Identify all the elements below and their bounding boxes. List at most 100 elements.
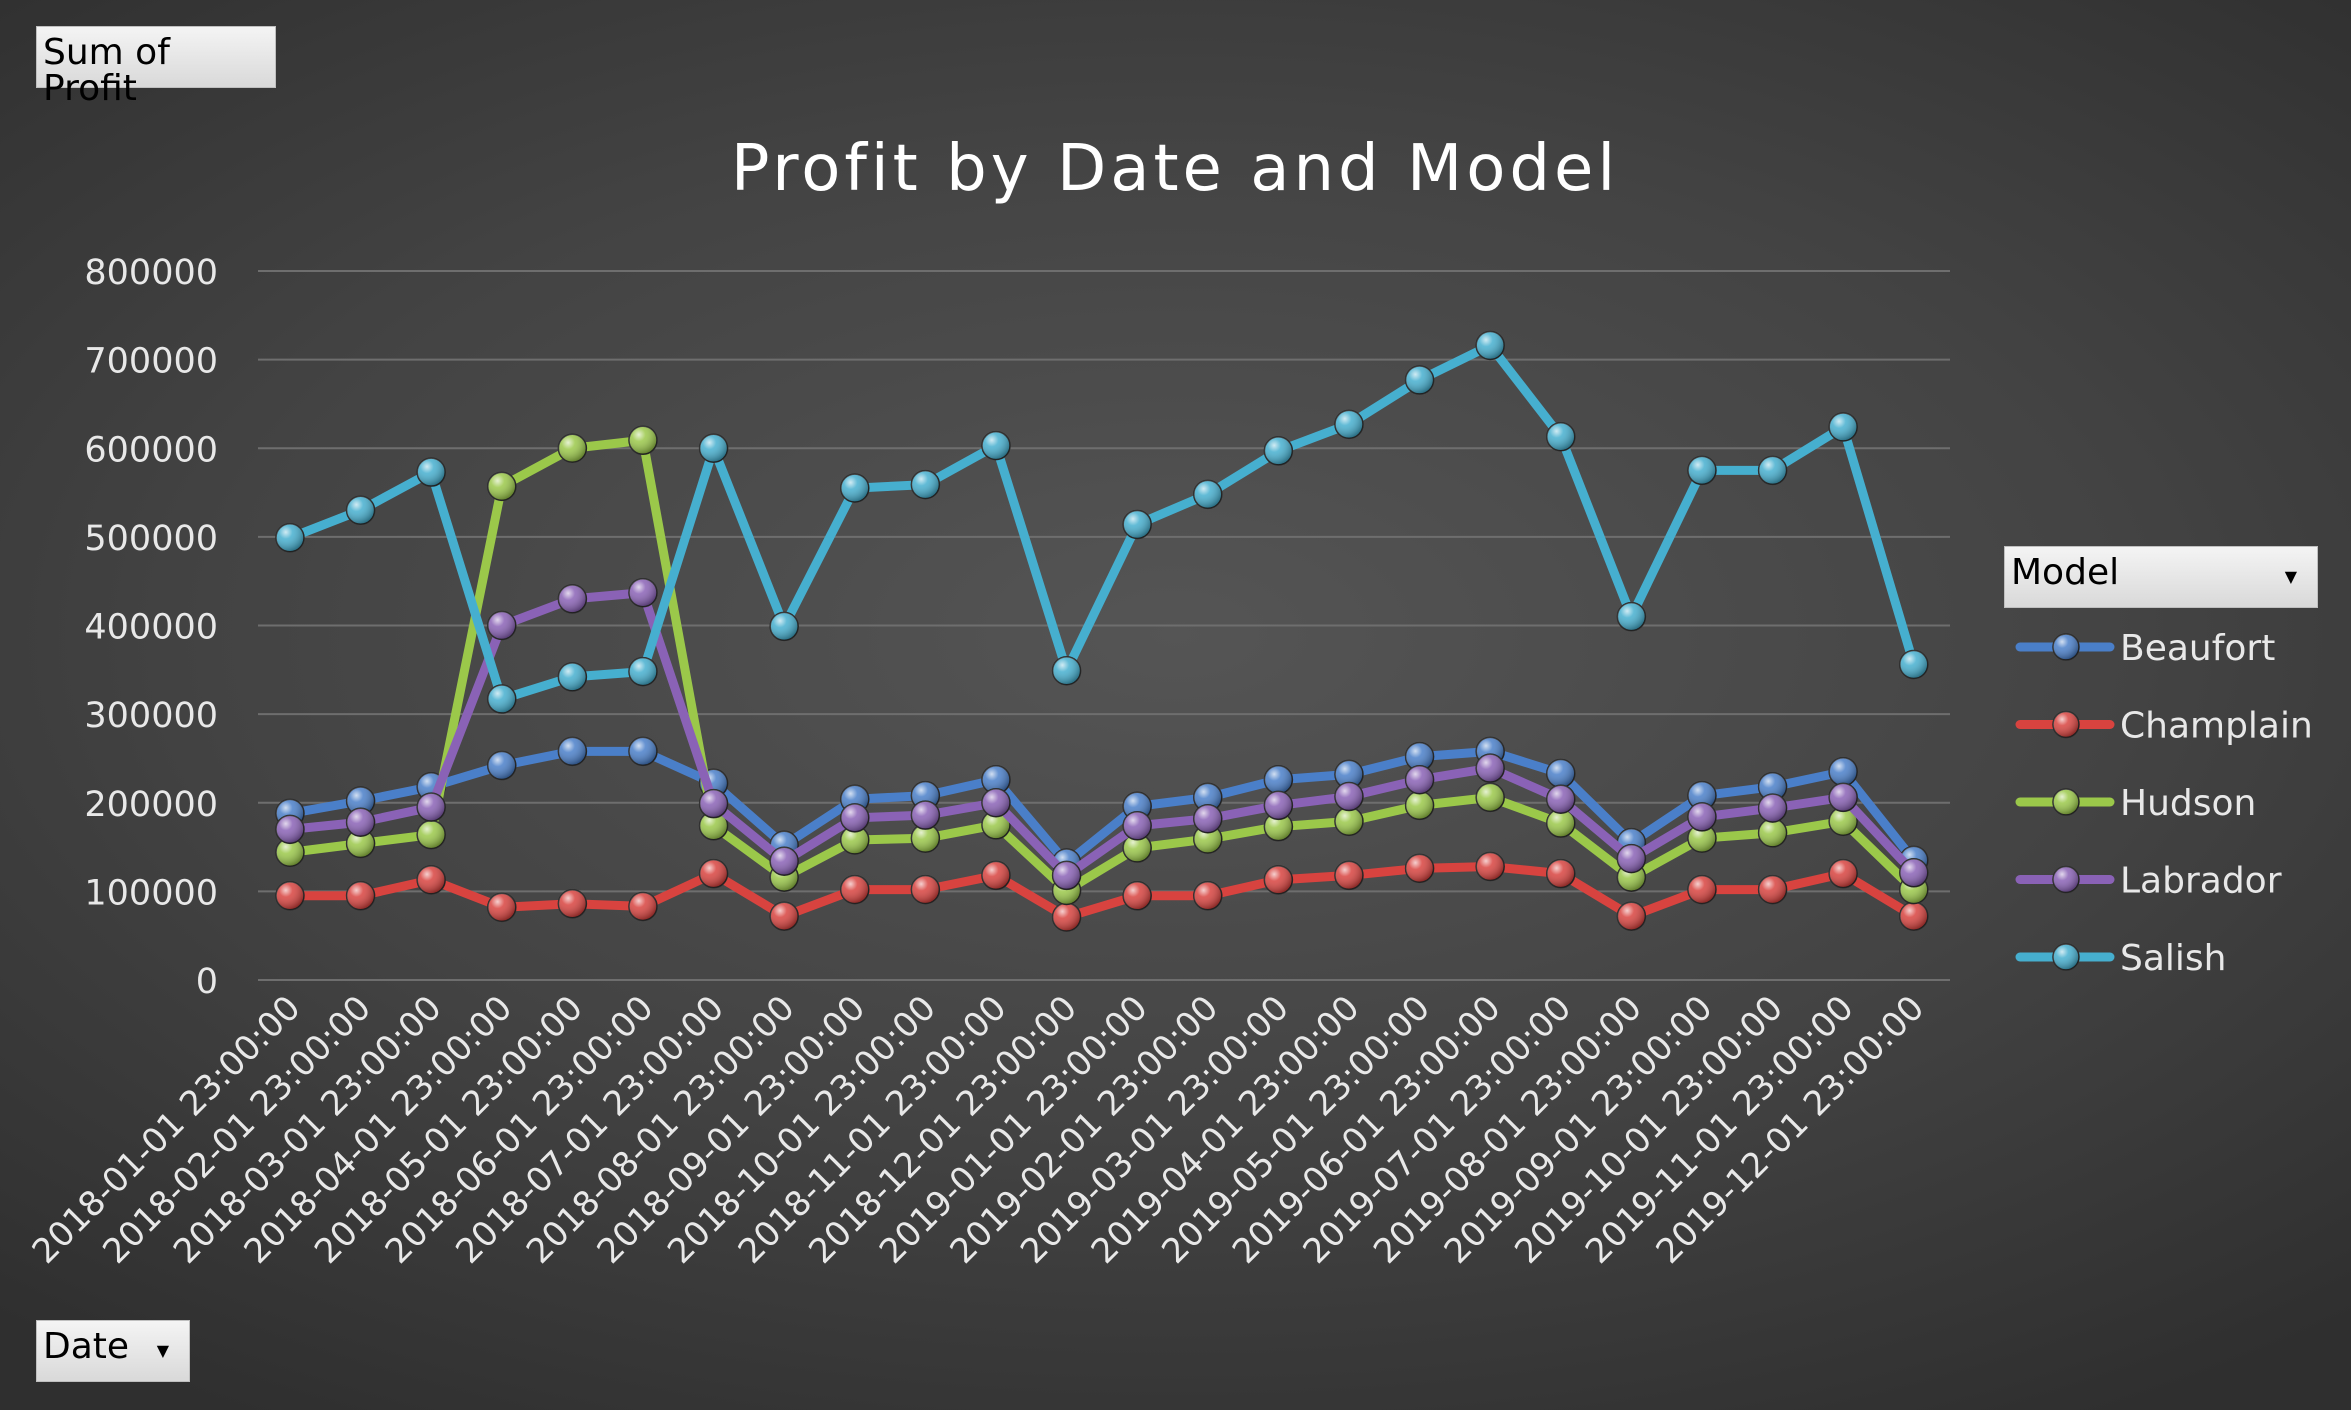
data-point[interactable] [1899,858,1929,888]
data-point[interactable] [769,846,799,876]
data-point[interactable] [1757,818,1788,848]
data-point[interactable] [981,788,1011,818]
data-point[interactable] [698,433,729,463]
legend-marker-highlight [2053,789,2079,815]
data-point[interactable] [1334,409,1364,440]
legend-label: Champlain [2120,706,2313,747]
data-point[interactable] [910,469,941,500]
data-point[interactable] [1404,764,1435,795]
legend-item-labrador[interactable]: Labrador [2015,861,2282,902]
data-point[interactable] [1475,753,1505,783]
data-point[interactable] [557,736,588,767]
data-point[interactable] [487,684,517,714]
data-point[interactable] [910,800,941,830]
data-point[interactable] [1404,853,1435,884]
data-point[interactable] [1051,860,1082,891]
data-point[interactable] [1122,881,1152,911]
legend-label: Salish [2120,938,2227,979]
data-point[interactable] [769,611,799,642]
data-point[interactable] [981,860,1011,891]
data-point[interactable] [1263,865,1294,895]
data-point[interactable] [840,473,870,503]
data-point[interactable] [1122,811,1152,841]
data-point[interactable] [840,874,870,905]
data-point[interactable] [487,610,517,641]
data-point[interactable] [1687,874,1717,905]
data-point[interactable] [628,736,658,767]
data-point[interactable] [1687,455,1717,486]
data-point[interactable] [1122,509,1152,540]
y-axis-ticks: 0 100000 200000 300000 400000 500000 600000 700… [84,253,218,1002]
data-point[interactable] [1757,455,1788,486]
data-point[interactable] [1334,781,1364,812]
data-point[interactable] [1475,782,1505,813]
data-point[interactable] [628,656,658,687]
data-point[interactable] [1334,860,1364,891]
data-point[interactable] [1828,858,1858,889]
data-point[interactable] [1475,851,1505,882]
data-point[interactable] [1616,901,1647,931]
data-point[interactable] [698,788,729,819]
data-point[interactable] [1899,901,1929,931]
data-point[interactable] [345,807,376,837]
data-point[interactable] [1193,479,1223,510]
data-point[interactable] [1546,758,1576,789]
date-field-button[interactable]: Date ▼ [36,1320,190,1382]
data-point[interactable] [1616,601,1647,632]
data-point[interactable] [557,662,588,692]
data-point[interactable] [275,881,305,911]
chevron-down-icon: ▼ [156,1341,169,1360]
data-point[interactable] [487,750,517,781]
data-point[interactable] [1757,793,1788,823]
data-point[interactable] [1475,330,1505,361]
legend-marker-highlight [2053,634,2079,660]
data-point[interactable] [1546,421,1576,452]
data-point[interactable] [416,792,446,822]
model-field-button[interactable]: Model ▼ [2004,546,2318,608]
data-point[interactable] [769,901,799,931]
data-point[interactable] [981,430,1011,461]
data-point[interactable] [1404,365,1435,395]
data-point[interactable] [416,865,446,895]
legend-item-hudson[interactable]: Hudson [2015,783,2256,824]
data-point[interactable] [698,858,729,889]
data-point[interactable] [1687,802,1717,832]
data-point[interactable] [1757,874,1788,905]
legend-item-beaufort[interactable]: Beaufort [2015,628,2275,669]
data-point[interactable] [275,523,305,553]
data-point[interactable] [1051,902,1082,932]
data-point[interactable] [1051,655,1082,686]
data-point[interactable] [1263,790,1294,821]
data-point[interactable] [1546,858,1576,889]
data-point[interactable] [1828,412,1858,442]
data-point[interactable] [628,577,658,608]
data-point[interactable] [345,881,376,911]
data-point[interactable] [1828,756,1858,787]
data-point[interactable] [1193,881,1223,911]
data-point[interactable] [557,433,588,463]
data-point[interactable] [1899,649,1929,680]
data-point[interactable] [1263,764,1294,795]
data-point[interactable] [1334,806,1364,837]
data-point[interactable] [1263,436,1294,466]
data-point[interactable] [557,584,588,614]
data-point[interactable] [628,425,658,456]
data-point[interactable] [628,891,658,922]
sum-of-profit-field-button[interactable]: Sum of Profit [36,26,276,107]
data-point[interactable] [1828,782,1858,813]
data-point[interactable] [345,495,376,526]
data-point[interactable] [1546,784,1576,814]
data-point[interactable] [557,889,588,919]
legend-item-champlain[interactable]: Champlain [2015,706,2313,747]
data-point[interactable] [487,892,517,923]
data-point[interactable] [1404,790,1435,821]
data-point[interactable] [275,814,305,845]
data-point[interactable] [416,457,446,487]
data-point[interactable] [840,803,870,833]
data-point[interactable] [910,874,941,905]
data-point[interactable] [1616,843,1647,874]
data-point[interactable] [487,471,517,502]
data-point[interactable] [1193,803,1223,834]
data-point[interactable] [416,819,446,850]
legend-item-salish[interactable]: Salish [2015,938,2227,979]
